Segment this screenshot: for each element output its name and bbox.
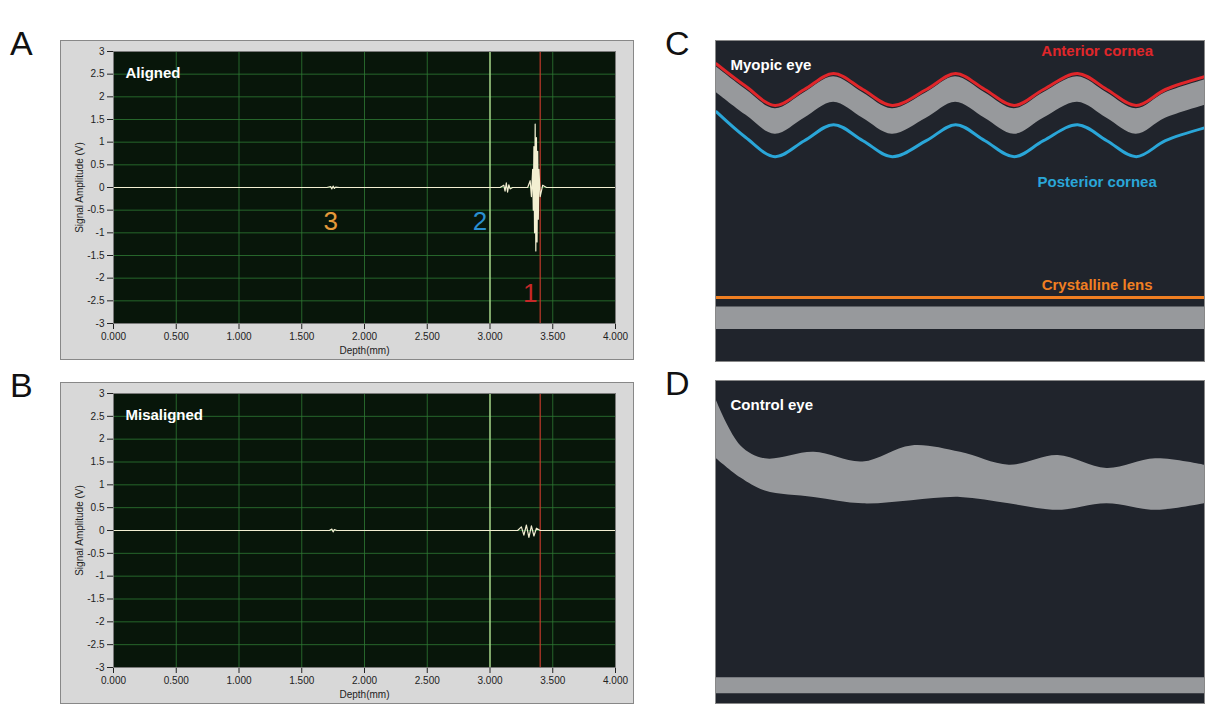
- svg-text:-3: -3: [96, 662, 105, 673]
- svg-text:-1.5: -1.5: [87, 250, 105, 261]
- svg-text:0.5: 0.5: [91, 502, 105, 513]
- svg-text:1.000: 1.000: [226, 331, 251, 342]
- svg-text:0.000: 0.000: [101, 675, 126, 686]
- svg-text:1.5: 1.5: [91, 114, 105, 125]
- svg-text:1.5: 1.5: [91, 456, 105, 467]
- svg-text:3: 3: [99, 388, 105, 399]
- svg-text:-2.5: -2.5: [87, 639, 105, 650]
- svg-text:2.000: 2.000: [352, 675, 377, 686]
- svg-text:4.000: 4.000: [603, 331, 628, 342]
- svg-text:-2.5: -2.5: [87, 295, 105, 306]
- svg-text:Depth(mm): Depth(mm): [339, 345, 389, 356]
- svg-text:Myopic eye: Myopic eye: [731, 56, 812, 73]
- svg-text:3: 3: [323, 206, 337, 236]
- svg-text:4.000: 4.000: [603, 675, 628, 686]
- svg-text:1: 1: [523, 278, 537, 308]
- svg-text:3: 3: [99, 46, 105, 57]
- svg-text:Misaligned: Misaligned: [126, 406, 204, 423]
- svg-text:1.500: 1.500: [289, 675, 314, 686]
- svg-text:Crystalline lens: Crystalline lens: [1042, 276, 1153, 293]
- svg-text:0: 0: [99, 182, 105, 193]
- svg-text:-3: -3: [96, 318, 105, 329]
- svg-text:0.500: 0.500: [164, 331, 189, 342]
- svg-text:3.000: 3.000: [477, 331, 502, 342]
- svg-text:Signal Amplitude (V): Signal Amplitude (V): [74, 142, 85, 233]
- svg-text:2.000: 2.000: [352, 331, 377, 342]
- svg-text:2.5: 2.5: [91, 68, 105, 79]
- svg-text:3.500: 3.500: [540, 675, 565, 686]
- svg-text:1.000: 1.000: [226, 675, 251, 686]
- svg-text:0.000: 0.000: [101, 331, 126, 342]
- svg-text:-2: -2: [96, 616, 105, 627]
- svg-text:-1.5: -1.5: [87, 593, 105, 604]
- svg-text:0: 0: [99, 525, 105, 536]
- svg-text:2: 2: [473, 206, 487, 236]
- svg-text:1: 1: [99, 136, 105, 147]
- svg-text:2.500: 2.500: [415, 675, 440, 686]
- svg-text:2: 2: [99, 91, 105, 102]
- svg-text:Signal Amplitude (V): Signal Amplitude (V): [74, 485, 85, 576]
- svg-text:Control eye: Control eye: [731, 396, 814, 413]
- svg-text:-0.5: -0.5: [87, 204, 105, 215]
- svg-text:2.5: 2.5: [91, 411, 105, 422]
- svg-text:Posterior cornea: Posterior cornea: [1038, 173, 1158, 190]
- svg-text:0.5: 0.5: [91, 159, 105, 170]
- svg-text:0.500: 0.500: [164, 675, 189, 686]
- html-text:A: A: [10, 24, 33, 62]
- svg-text:1: 1: [99, 479, 105, 490]
- svg-text:2.500: 2.500: [415, 331, 440, 342]
- svg-text:1.500: 1.500: [289, 331, 314, 342]
- svg-text:Depth(mm): Depth(mm): [339, 689, 389, 700]
- svg-text:-1: -1: [96, 570, 105, 581]
- svg-text:Aligned: Aligned: [126, 64, 181, 81]
- svg-text:Anterior cornea: Anterior cornea: [1041, 42, 1153, 59]
- svg-text:-0.5: -0.5: [87, 548, 105, 559]
- svg-text:-1: -1: [96, 227, 105, 238]
- svg-text:-2: -2: [96, 272, 105, 283]
- html-text:B: B: [10, 366, 33, 404]
- html-text:C: C: [665, 24, 690, 62]
- html-text:D: D: [665, 364, 690, 402]
- svg-text:2: 2: [99, 433, 105, 444]
- svg-text:3.000: 3.000: [477, 675, 502, 686]
- svg-text:3.500: 3.500: [540, 331, 565, 342]
